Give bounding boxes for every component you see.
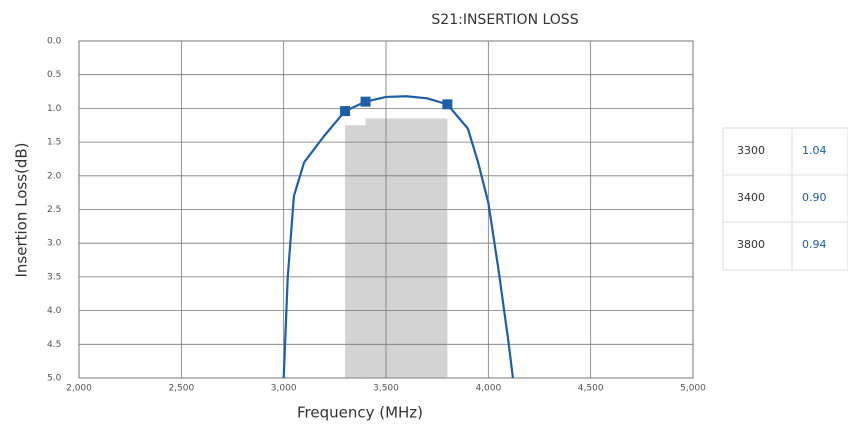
x-tick-label: 2,000 <box>66 384 92 394</box>
marker <box>442 99 453 110</box>
y-tick-label: 0.5 <box>47 70 61 80</box>
x-tick-label: 4,500 <box>578 384 604 394</box>
y-tick-label: 1.0 <box>47 104 62 114</box>
table-box <box>722 127 848 271</box>
y-tick-label: 2.0 <box>47 171 62 181</box>
y-tick-label: 4.5 <box>47 340 61 350</box>
table-value: 1.04 <box>802 144 827 157</box>
y-axis-label: Insertion Loss(dB) <box>13 142 31 277</box>
marker <box>360 96 371 107</box>
x-tick-label: 5,000 <box>680 384 706 394</box>
y-tick-label: 0.0 <box>47 37 62 47</box>
x-tick-label: 3,500 <box>373 384 399 394</box>
spec-mask <box>365 118 448 378</box>
chart-title: S21:INSERTION LOSS <box>431 12 578 28</box>
table-value: 0.94 <box>802 238 827 251</box>
y-tick-label: 3.0 <box>47 239 62 249</box>
marker <box>340 106 351 117</box>
table-frequency: 3400 <box>737 191 765 204</box>
line-series <box>282 95 514 379</box>
y-tick-label: 5.0 <box>47 374 62 384</box>
table-value: 0.90 <box>802 191 827 204</box>
table-frequency: 3300 <box>737 144 765 157</box>
x-axis-label: Frequency (MHz) <box>297 404 423 422</box>
y-tick-label: 1.5 <box>47 138 61 148</box>
x-tick-label: 3,000 <box>271 384 297 394</box>
y-tick-label: 4.0 <box>47 306 62 316</box>
y-tick-label: 2.5 <box>47 205 61 215</box>
x-tick-label: 2,500 <box>168 384 194 394</box>
table-frequency: 3800 <box>737 238 765 251</box>
spec-mask <box>345 125 366 378</box>
x-tick-label: 4,000 <box>475 384 501 394</box>
y-tick-label: 3.5 <box>47 272 61 282</box>
